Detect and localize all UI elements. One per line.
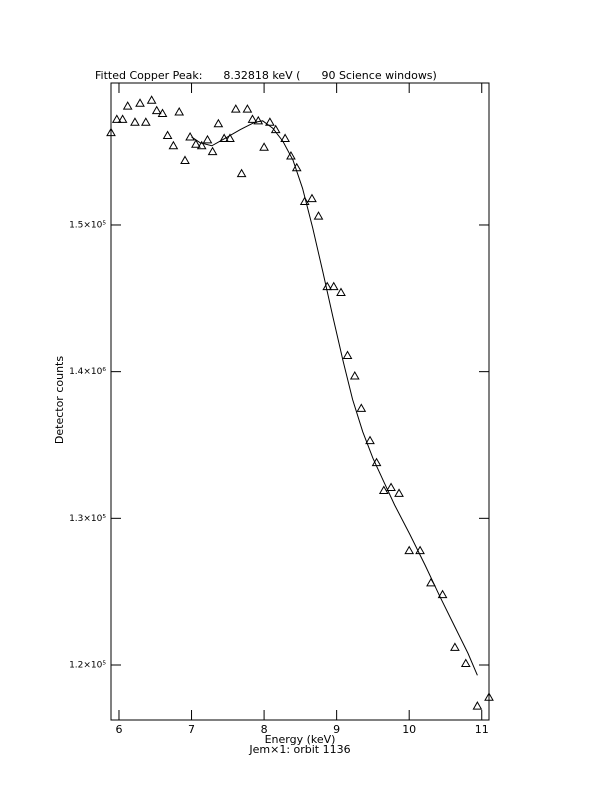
data-point xyxy=(349,371,360,380)
data-point xyxy=(253,115,264,125)
fit-line xyxy=(191,120,478,676)
data-point xyxy=(135,98,145,107)
data-point xyxy=(230,104,241,113)
data-point xyxy=(328,281,339,291)
data-point xyxy=(168,140,179,150)
data-point xyxy=(307,193,317,203)
x-tick-label: 10 xyxy=(402,723,416,736)
data-point xyxy=(180,155,190,164)
y-tick-label: 1.4×10⁶ xyxy=(69,367,106,377)
data-point xyxy=(242,104,253,113)
x-tick-label: 6 xyxy=(115,723,122,736)
data-point xyxy=(196,140,207,150)
data-point xyxy=(174,107,185,116)
data-point xyxy=(122,101,133,110)
data-point xyxy=(236,168,247,178)
data-point xyxy=(213,118,224,128)
data-point xyxy=(225,133,235,142)
data-point xyxy=(356,403,367,412)
x-axis-label: Energy (keV) xyxy=(265,733,336,746)
data-point xyxy=(472,701,483,710)
data-point xyxy=(460,658,471,668)
chart-title: Fitted Copper Peak: 8.32818 keV ( 90 Sci… xyxy=(95,69,437,82)
data-point xyxy=(313,211,324,220)
data-point xyxy=(286,151,296,160)
data-point xyxy=(437,589,448,599)
data-point xyxy=(336,287,346,296)
data-point xyxy=(157,108,168,118)
data-point xyxy=(162,130,173,140)
data-point xyxy=(450,642,460,651)
data-point xyxy=(185,131,195,141)
data-point xyxy=(386,482,396,492)
x-tick-label: 11 xyxy=(475,723,489,736)
y-tick-label: 1.2×10⁵ xyxy=(69,660,106,670)
data-point xyxy=(247,114,258,123)
subtitle: Jem×1: orbit 1136 xyxy=(248,743,350,756)
data-point xyxy=(265,117,275,126)
data-point xyxy=(365,435,375,445)
y-tick-label: 1.3×10⁵ xyxy=(69,514,106,524)
data-point xyxy=(106,127,116,137)
x-tick-label: 8 xyxy=(261,723,268,736)
data-point xyxy=(140,117,151,126)
data-point xyxy=(484,692,494,701)
data-point xyxy=(151,105,162,115)
data-point xyxy=(202,134,213,144)
data-point xyxy=(394,488,404,497)
x-tick-label: 7 xyxy=(188,723,195,736)
data-point xyxy=(130,117,140,126)
y-axis-label: Detector counts xyxy=(53,356,66,444)
data-point xyxy=(299,196,310,206)
data-point xyxy=(191,139,201,148)
y-tick-label: 1.5×10⁵ xyxy=(69,220,106,230)
data-point xyxy=(111,114,122,123)
data-point xyxy=(146,95,157,104)
data-point xyxy=(378,485,389,494)
data-point xyxy=(259,142,269,151)
data-point xyxy=(404,545,415,555)
data-point xyxy=(342,350,353,360)
data-point xyxy=(117,114,128,123)
x-tick-label: 9 xyxy=(333,723,340,736)
plot-frame xyxy=(110,82,490,721)
data-point xyxy=(207,146,218,156)
data-point xyxy=(280,133,290,142)
